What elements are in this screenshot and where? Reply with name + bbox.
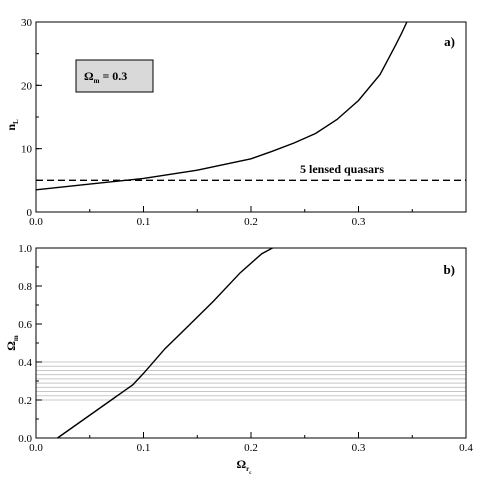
panel-b-ylabel-main: Ω — [4, 341, 18, 351]
panel-b-xlabel-subsub: c — [249, 471, 252, 476]
svg-text:Ωm = 0.3: Ωm = 0.3 — [84, 69, 127, 85]
svg-text:Ωm: Ωm — [4, 335, 20, 351]
panel-b-xlabel: Ωrc — [237, 457, 253, 476]
hline-label: 5 lensed quasars — [300, 162, 384, 176]
y-tick-label: 1.0 — [18, 243, 32, 255]
legend-box-frame — [75, 59, 154, 93]
y-tick-label: 0 — [27, 207, 33, 219]
panel-a: 0.0 0.1 0.2 0.3 0 10 20 30 a) nL Ωm = 0.3 5 le… — [4, 17, 467, 228]
panel-b-tag: b) — [443, 262, 455, 277]
x-tick-label: 0.2 — [244, 216, 258, 228]
svg-text:Ωrc: Ωrc — [237, 457, 253, 476]
y-tick-label: 0.2 — [18, 395, 32, 407]
panel-b-xlabel-sub: r — [246, 465, 249, 473]
legend-box-main: Ω — [84, 69, 94, 83]
svg-text:nL: nL — [4, 119, 20, 131]
x-tick-label: 0.1 — [137, 442, 151, 454]
x-tick-label: 0.2 — [244, 442, 258, 454]
x-tick-label: 0.3 — [352, 216, 366, 228]
y-tick-label: 0.4 — [18, 357, 32, 369]
panel-a-tag: a) — [444, 34, 455, 49]
series-line — [35, 21, 408, 191]
panel-a-ylabel: nL — [4, 119, 20, 131]
panel-b-xlabel-main: Ω — [237, 457, 247, 471]
legend-box-sub: m — [94, 77, 100, 85]
y-tick-label: 10 — [21, 144, 33, 156]
panel-b-ylabel: Ωm — [4, 335, 20, 351]
x-tick-label: 0.1 — [137, 216, 151, 228]
y-tick-label: 20 — [21, 80, 33, 92]
y-tick-label: 0.8 — [18, 281, 32, 293]
panel-b: 0.0 0.1 0.2 0.3 0.4 0.0 0.2 0.4 0.6 0.8 1.0 b) Ωm… — [4, 243, 473, 476]
panel-b-ylabel-sub: m — [12, 335, 20, 341]
x-tick-label: 0.0 — [29, 216, 43, 228]
y-tick-label: 0.0 — [18, 433, 32, 445]
panel-a-ylabel-main: n — [4, 124, 18, 131]
y-tick-label: 0.6 — [18, 319, 32, 331]
x-tick-label: 0.4 — [459, 442, 473, 454]
legend-box: Ωm = 0.3 — [75, 59, 154, 93]
y-tick-label: 30 — [21, 17, 33, 29]
series-line — [57, 247, 273, 439]
x-tick-label: 0.3 — [352, 442, 366, 454]
panel-a-ylabel-sub: L — [12, 119, 20, 124]
x-tick-label: 0.0 — [29, 442, 43, 454]
legend-box-rest: = 0.3 — [99, 69, 127, 83]
